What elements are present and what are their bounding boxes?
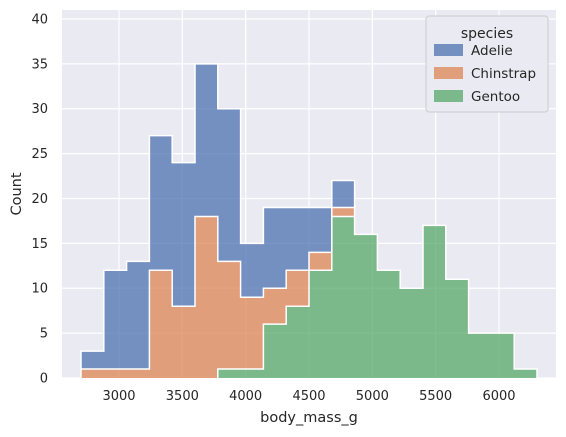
legend-label-gentoo: Gentoo — [471, 89, 520, 105]
legend-swatch-gentoo — [434, 90, 463, 102]
y-tick-label: 40 — [31, 12, 48, 27]
bars — [80, 63, 538, 378]
histogram-edge-adelie — [80, 63, 356, 370]
histogram-edge-chinstrap — [80, 206, 356, 378]
x-tick-label: 5000 — [356, 389, 389, 404]
y-axis-label: Count — [9, 172, 25, 215]
histogram-edge-gentoo — [217, 215, 538, 378]
histogram-area-gentoo — [217, 216, 538, 378]
legend-label-adelie: Adelie — [471, 43, 513, 59]
x-tick-label: 4500 — [292, 389, 325, 404]
x-tick-labels: 3000 3500 4000 4500 5000 5500 6000 — [102, 389, 515, 404]
legend-swatch-adelie — [434, 44, 463, 56]
y-tick-label: 30 — [31, 102, 48, 117]
legend-box — [425, 15, 549, 113]
x-tick-label: 3500 — [166, 389, 199, 404]
y-tick-label: 20 — [31, 192, 48, 207]
y-tick-label: 5 — [40, 327, 48, 342]
y-tick-label: 10 — [31, 282, 48, 297]
y-tick-label: 0 — [40, 372, 48, 387]
y-tick-label: 35 — [31, 57, 48, 72]
y-tick-label: 25 — [31, 147, 48, 162]
legend: species Adelie Chinstrap Gentoo — [425, 15, 549, 113]
x-tick-label: 6000 — [482, 389, 515, 404]
legend-title: species — [461, 26, 513, 42]
legend-label-chinstrap: Chinstrap — [471, 66, 536, 82]
x-axis-label: body_mass_g — [260, 410, 358, 426]
x-tick-label: 5500 — [419, 389, 452, 404]
y-tick-label: 15 — [31, 237, 48, 252]
y-tick-labels: 0 5 10 15 20 25 30 35 40 — [31, 12, 48, 386]
legend-swatch-chinstrap — [434, 67, 463, 79]
x-tick-label: 3000 — [102, 389, 135, 404]
x-tick-label: 4000 — [229, 389, 262, 404]
